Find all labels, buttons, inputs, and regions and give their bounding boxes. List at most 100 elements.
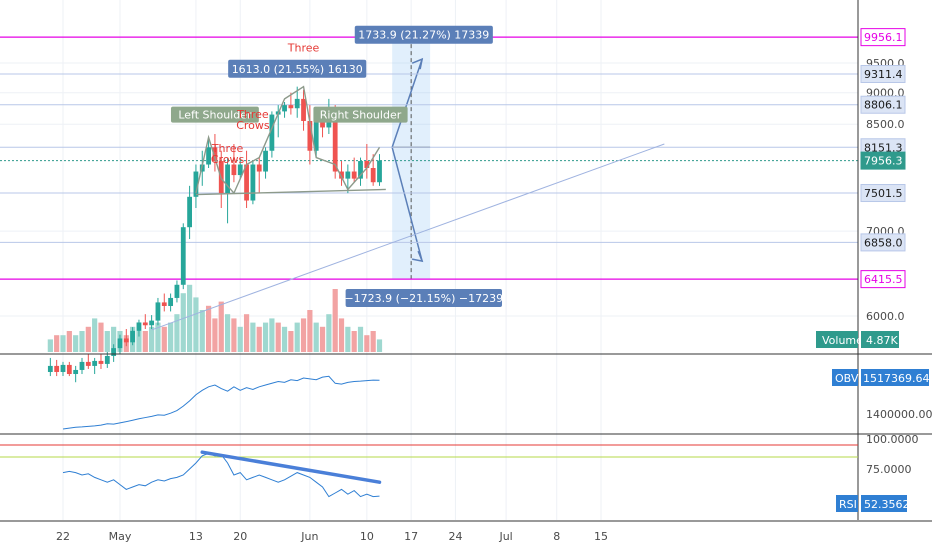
pattern-label: Left Shoulder xyxy=(178,109,252,122)
volume-bar xyxy=(98,322,104,352)
measure-box-bg xyxy=(354,25,493,44)
rsi-label: RSI 52.3562 xyxy=(836,495,910,512)
candle-body xyxy=(92,360,98,366)
price-level-tag-bg xyxy=(860,151,906,170)
price-level-tag: 6858.0 xyxy=(860,233,906,252)
head-shoulders-outline xyxy=(195,85,381,195)
volume-bar xyxy=(256,326,262,352)
measure-box-bg xyxy=(228,59,367,78)
x-tick-label: 22 xyxy=(56,530,70,543)
candle-body xyxy=(288,105,294,109)
price-level-tag: 9311.4 xyxy=(860,65,906,83)
volume-bar xyxy=(269,318,275,352)
price-tick-label: 8500.0 xyxy=(866,118,905,131)
price-level-tag-text: 9311.4 xyxy=(864,68,903,81)
volume-bar xyxy=(212,318,218,352)
price-level-tag: 6415.5 xyxy=(860,270,906,289)
candle-body xyxy=(136,322,142,331)
candle-body xyxy=(168,297,174,306)
price-level-tag-text: 9956.1 xyxy=(864,31,903,44)
price-level-tag-bg xyxy=(860,28,906,47)
candle-body xyxy=(180,227,186,285)
candle-body xyxy=(212,147,218,162)
obv-label: OBV 1517369.6493 xyxy=(832,369,932,386)
volume-label-bg xyxy=(816,331,858,348)
price-level-tag-bg xyxy=(860,95,906,114)
volume-bar xyxy=(174,314,180,352)
price-level-tag-bg xyxy=(860,184,906,203)
pattern-red-label: Crows xyxy=(236,119,270,132)
volume-bar xyxy=(224,314,231,352)
volume-value-bg xyxy=(861,331,899,348)
volume-bar xyxy=(111,326,117,352)
candle-body xyxy=(85,361,91,366)
volume-bar xyxy=(60,335,66,352)
volume-bar xyxy=(281,326,288,352)
volume-bar xyxy=(332,289,338,352)
volume-value-text: 4.87K xyxy=(866,334,898,347)
volume-bar xyxy=(376,339,383,352)
price-level-tag-text: 8806.1 xyxy=(864,99,903,112)
price-level-tag-bg xyxy=(860,270,906,289)
measure-box-bg xyxy=(345,288,503,307)
price-level-tag-text: 6858.0 xyxy=(864,236,903,249)
price-level-tag: 7956.3 xyxy=(860,151,906,170)
x-tick-label: Jun xyxy=(300,530,318,543)
volume-label-text: Volume xyxy=(822,334,863,347)
candle-body xyxy=(358,161,363,179)
candle-body xyxy=(117,338,123,349)
x-tick-label: 20 xyxy=(233,530,247,543)
candle-body xyxy=(307,120,313,151)
candle-body xyxy=(47,365,53,372)
volume-bar xyxy=(149,326,155,352)
candle-body xyxy=(98,360,104,364)
candle-body xyxy=(364,161,370,169)
neckline xyxy=(195,188,386,196)
volume-bar xyxy=(250,322,256,352)
volume-bar xyxy=(54,335,60,352)
obv-label-text: OBV xyxy=(835,372,859,385)
volume-bar xyxy=(79,331,85,352)
pattern-red-label: Crows xyxy=(211,153,245,166)
volume-bar xyxy=(231,318,237,352)
x-tick-label: 13 xyxy=(189,530,203,543)
volume-bar xyxy=(92,318,98,352)
rsi-value-bg xyxy=(861,495,907,512)
candle-body xyxy=(111,348,117,356)
price-level-tag: 8151.3 xyxy=(860,138,906,157)
volume-bar xyxy=(66,331,72,352)
price-level-tag-bg xyxy=(860,233,906,252)
volume-bar xyxy=(345,326,351,352)
candle-body xyxy=(320,117,325,128)
candle-body xyxy=(313,117,319,151)
volume-bar xyxy=(351,331,357,352)
projection-up-arrowhead xyxy=(411,57,424,70)
candle-body xyxy=(339,171,344,179)
price-level-tag-text: 6415.5 xyxy=(864,273,903,286)
pattern-red-label: Three xyxy=(287,41,320,54)
volume-bar xyxy=(262,322,269,352)
rsi-tick-label: 100.0000 xyxy=(866,433,919,446)
volume-bar xyxy=(237,326,243,352)
obv-tick-label: 1400000.0000 xyxy=(866,408,932,421)
candle-body xyxy=(60,364,66,372)
price-level-tag-text: 7956.3 xyxy=(864,155,903,168)
volume-bar xyxy=(199,310,205,352)
x-tick-label: Jul xyxy=(498,530,512,543)
pattern-label: Right Shoulder xyxy=(320,109,402,122)
candle-body xyxy=(332,111,338,172)
candle-body xyxy=(370,168,376,183)
candle-body xyxy=(130,330,136,343)
price-tick-label: 6000.0 xyxy=(866,310,905,323)
volume-bar xyxy=(193,297,199,352)
candle-body xyxy=(161,302,167,306)
volume-bar xyxy=(104,331,110,352)
volume-bar xyxy=(307,310,313,352)
volume-bar xyxy=(187,284,193,352)
volume-bar xyxy=(288,331,294,352)
volume-bar xyxy=(326,314,332,352)
x-tick-label: 8 xyxy=(553,530,560,543)
candle-body xyxy=(79,361,85,370)
